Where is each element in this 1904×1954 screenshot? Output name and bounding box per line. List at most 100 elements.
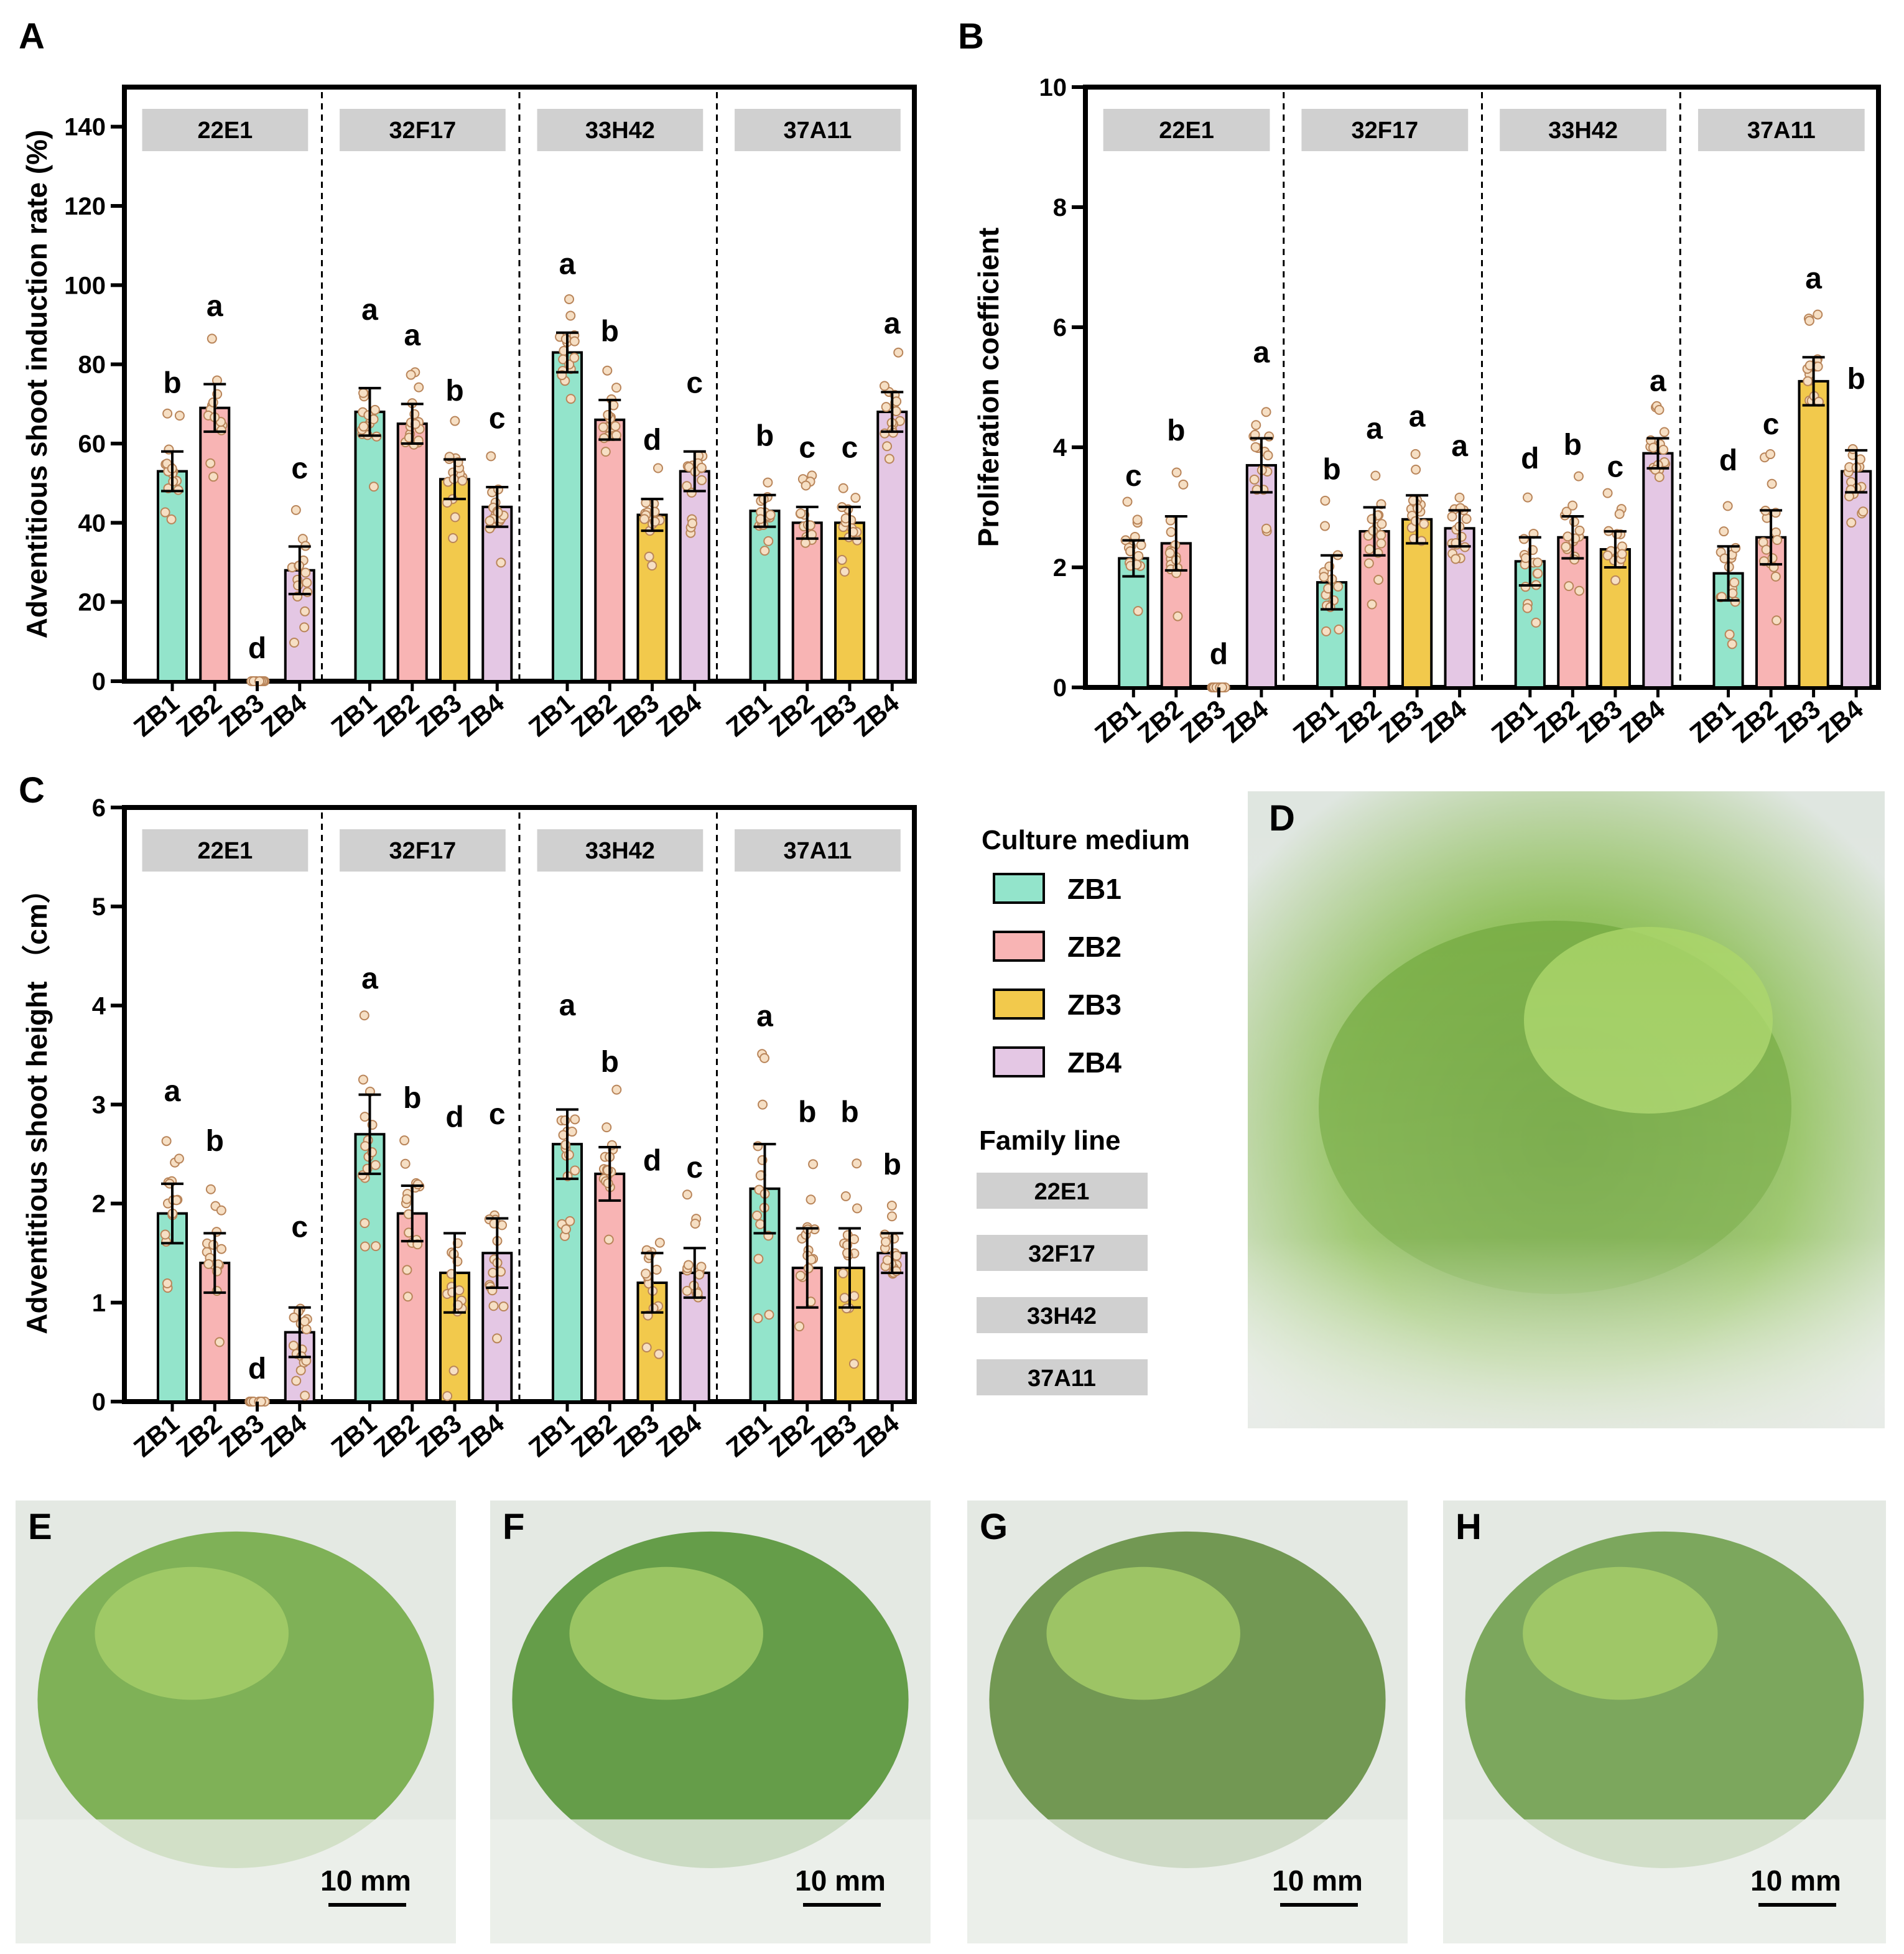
data-point	[1377, 519, 1387, 529]
data-point	[611, 383, 622, 393]
y-tick-label: 60	[78, 430, 106, 458]
bar	[876, 411, 908, 682]
data-point	[1133, 606, 1143, 616]
data-point	[288, 1341, 299, 1351]
significance-letter: d	[643, 424, 661, 457]
data-point	[683, 1260, 694, 1270]
data-point	[882, 441, 893, 452]
significance-letter: b	[1322, 453, 1340, 486]
data-point	[454, 1285, 465, 1296]
panel-letter-h: H	[1456, 1507, 1482, 1547]
data-point	[1136, 540, 1146, 551]
x-tick-label: ZB4	[453, 687, 509, 742]
photo-g-foliage-light	[1046, 1566, 1240, 1700]
data-point	[1410, 516, 1421, 526]
data-point	[852, 1158, 862, 1169]
data-point	[808, 1159, 819, 1170]
data-point	[1767, 553, 1778, 564]
data-point	[837, 555, 847, 565]
data-point	[358, 388, 369, 398]
significance-letter: b	[206, 1125, 224, 1158]
data-point	[412, 1179, 423, 1189]
data-point	[794, 1321, 805, 1332]
data-point	[611, 1084, 622, 1095]
data-point	[1765, 449, 1776, 460]
data-point	[1813, 361, 1823, 372]
data-point	[1654, 404, 1665, 415]
data-point	[1729, 577, 1740, 588]
data-point	[1520, 553, 1531, 564]
legend-label: ZB4	[1067, 1046, 1122, 1079]
data-point	[763, 477, 773, 488]
data-point	[205, 1184, 216, 1194]
family-strip-label: 37A11	[783, 838, 852, 864]
x-tick-label: ZB4	[453, 1408, 509, 1462]
data-point	[1654, 472, 1665, 482]
x-tick-label: ZB4	[651, 1408, 707, 1462]
data-point	[752, 1211, 763, 1221]
significance-letter: a	[207, 290, 223, 323]
data-point	[839, 1293, 850, 1303]
data-point	[299, 1316, 310, 1326]
data-point	[682, 1285, 692, 1296]
bar	[1841, 470, 1872, 689]
data-point	[1251, 420, 1261, 430]
data-point	[1263, 450, 1273, 460]
data-point	[758, 1099, 768, 1110]
family-strip-label: 33H42	[1548, 118, 1618, 144]
data-point	[1772, 535, 1783, 546]
data-point	[651, 1265, 662, 1275]
panel-letter-b: B	[958, 16, 984, 57]
data-point	[603, 1178, 613, 1188]
data-point	[1373, 575, 1384, 585]
data-point	[1164, 547, 1175, 558]
data-point	[1617, 549, 1627, 559]
data-point	[208, 1240, 219, 1250]
bar	[1118, 557, 1149, 689]
data-point	[1602, 550, 1613, 561]
data-point	[370, 1160, 381, 1170]
data-point	[1804, 315, 1814, 326]
panel-letter-c: C	[19, 770, 45, 811]
data-point	[1461, 514, 1472, 524]
data-point	[602, 365, 613, 376]
data-point	[1368, 526, 1378, 536]
family-strip	[1697, 109, 1865, 151]
x-tick-label: ZB4	[256, 687, 312, 742]
family-strip	[735, 109, 901, 151]
bar	[1245, 463, 1277, 689]
data-point	[301, 1324, 312, 1334]
data-point	[1574, 585, 1585, 596]
legend-family-label: 22E1	[1034, 1179, 1090, 1205]
data-point	[1648, 442, 1658, 453]
data-point	[1411, 464, 1421, 475]
significance-letter: d	[445, 1101, 463, 1134]
data-point	[174, 1153, 184, 1164]
significance-letter: b	[163, 366, 181, 399]
y-tick-label: 10	[1039, 74, 1067, 101]
significance-letter: a	[559, 989, 576, 1022]
data-point	[884, 454, 894, 464]
data-point	[1520, 582, 1531, 592]
significance-letter: d	[1210, 638, 1228, 671]
data-point	[207, 333, 217, 344]
bar	[1798, 379, 1829, 689]
data-point	[1727, 639, 1737, 649]
photos-bottom: E 10 mm F 10 mm G 10 mm H 10 mm	[16, 1500, 1886, 1943]
data-point	[1261, 523, 1271, 534]
data-point	[1320, 495, 1330, 506]
data-point	[498, 1301, 509, 1312]
data-point	[1574, 525, 1585, 536]
data-point	[174, 411, 185, 421]
legend-media: ZB1 ZB2 ZB3 ZB4	[993, 873, 1122, 1079]
data-point	[406, 370, 416, 380]
legend-family-title: Family line	[979, 1125, 1120, 1156]
significance-letter: b	[883, 1148, 901, 1181]
data-point	[402, 1291, 413, 1302]
data-point	[886, 1211, 897, 1222]
significance-letter: b	[1167, 414, 1185, 447]
data-point	[289, 638, 300, 648]
data-point	[838, 483, 848, 493]
data-point	[1858, 506, 1869, 517]
